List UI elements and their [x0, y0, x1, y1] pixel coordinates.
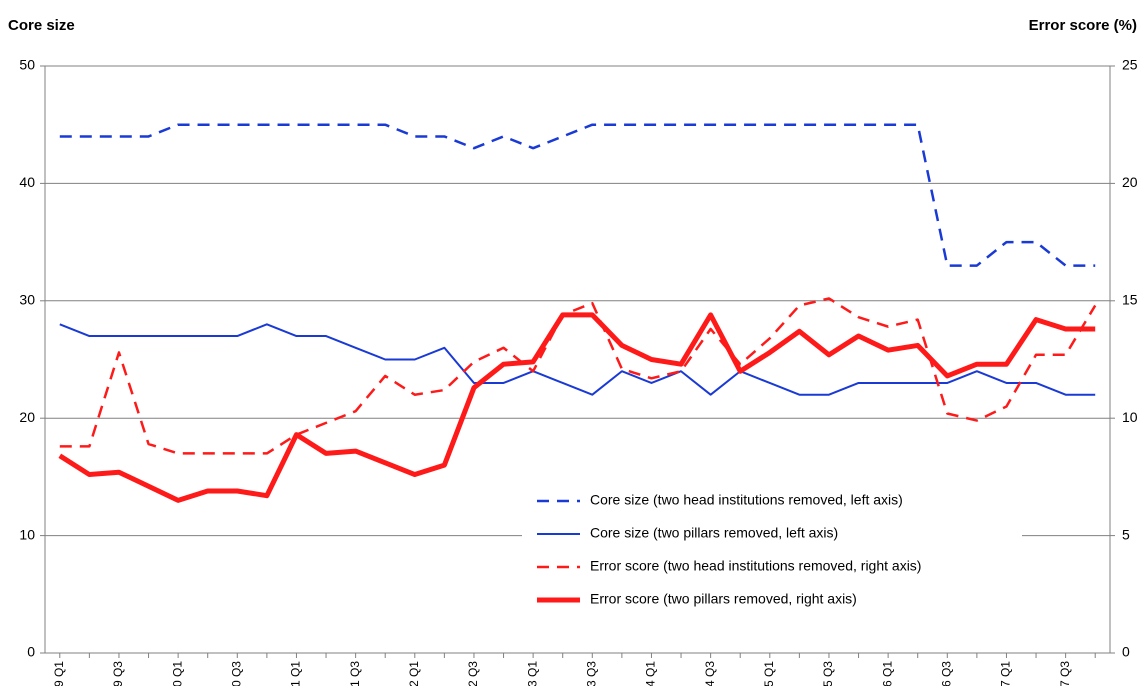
- y-tick-label: 40: [19, 174, 35, 190]
- y2-tick-label: 25: [1122, 57, 1138, 73]
- y-tick-label: 10: [19, 526, 35, 542]
- series-line: [58, 312, 1096, 503]
- y2-tick-label: 15: [1122, 292, 1138, 308]
- x-tick-label: 2005 Q1: [762, 661, 776, 686]
- series-line: [59, 123, 1096, 267]
- x-tick-label: 2002 Q3: [466, 661, 480, 686]
- x-tick-label: 2003 Q1: [525, 661, 539, 686]
- legend-label: Error score (two pillars removed, right …: [590, 591, 857, 607]
- legend-label: Error score (two head institutions remov…: [590, 558, 921, 574]
- x-tick-label: 2006 Q3: [939, 661, 953, 686]
- x-tick-label: 2001 Q3: [348, 661, 362, 686]
- x-tick-label: 2006 Q1: [880, 661, 894, 686]
- y-axis-title: Core size: [8, 17, 75, 34]
- legend-box: [522, 481, 1022, 619]
- legend-label: Core size (two head institutions removed…: [590, 492, 903, 508]
- y2-tick-label: 20: [1122, 174, 1138, 190]
- series-line: [59, 297, 1097, 455]
- y2-tick-label: 0: [1122, 644, 1130, 660]
- y2-tick-label: 10: [1122, 409, 1138, 425]
- y-tick-label: 30: [19, 292, 35, 308]
- x-tick-label: 1999 Q3: [111, 661, 125, 686]
- x-tick-label: 2004 Q3: [703, 661, 717, 686]
- x-tick-label: 2004 Q1: [644, 661, 658, 686]
- x-tick-label: 2003 Q3: [584, 661, 598, 686]
- y2-axis-title: Error score (%): [1029, 17, 1137, 34]
- x-tick-label: 2002 Q1: [407, 661, 421, 686]
- y2-tick-label: 5: [1122, 526, 1130, 542]
- x-tick-label: 2005 Q3: [821, 661, 835, 686]
- x-tick-label: 2000 Q1: [170, 661, 184, 686]
- x-tick-label: 1999 Q1: [52, 661, 66, 686]
- y-tick-label: 0: [27, 644, 35, 660]
- y-tick-label: 50: [19, 57, 35, 73]
- x-tick-label: 2001 Q1: [289, 661, 303, 686]
- legend-label: Core size (two pillars removed, left axi…: [590, 525, 838, 541]
- series-line: [59, 323, 1096, 396]
- x-tick-label: 2007 Q3: [1058, 661, 1072, 686]
- y-tick-label: 20: [19, 409, 35, 425]
- x-tick-label: 2000 Q3: [229, 661, 243, 686]
- x-tick-label: 2007 Q1: [999, 661, 1013, 686]
